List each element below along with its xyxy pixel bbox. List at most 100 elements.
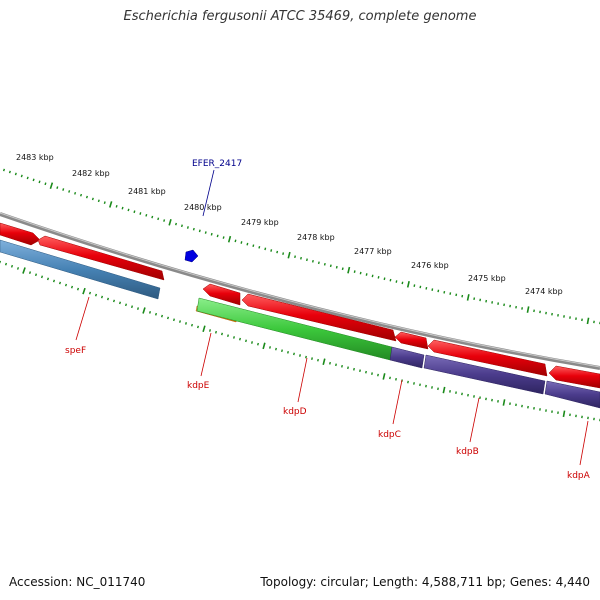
minor-tick: [2, 168, 6, 172]
cds-arrow: [0, 222, 41, 246]
minor-tick: [85, 195, 88, 199]
major-tick: [322, 358, 326, 366]
leader-speF: [75, 296, 90, 341]
major-tick: [526, 306, 530, 313]
minor-tick: [14, 172, 17, 176]
gene-label-kdpE: kdpE: [187, 381, 210, 391]
gene-label-kdpB: kdpB: [456, 447, 479, 457]
minor-tick: [216, 234, 219, 238]
minor-tick: [335, 363, 337, 367]
minor-tick: [196, 325, 200, 329]
minor-tick: [443, 290, 446, 294]
minor-tick: [341, 364, 343, 368]
minor-tick: [264, 247, 267, 251]
minor-tick: [437, 387, 439, 391]
minor-tick: [455, 293, 458, 297]
minor-tick: [70, 285, 74, 289]
minor-tick: [198, 229, 201, 233]
minor-tick: [389, 376, 391, 380]
genome-title: Escherichia fergusonii ATCC 35469, compl…: [123, 9, 477, 24]
minor-tick: [347, 366, 349, 370]
minor-tick: [62, 188, 65, 191]
minor-tick: [431, 288, 434, 291]
major-tick: [227, 235, 232, 243]
minor-tick: [305, 355, 307, 359]
minor-tick: [136, 307, 140, 310]
minor-tick: [299, 354, 301, 357]
minor-tick: [220, 332, 224, 336]
cds-arrow: [241, 293, 397, 342]
minor-tick: [293, 352, 295, 356]
minor-tick: [130, 305, 134, 309]
minor-tick: [461, 294, 464, 298]
gene-label-kdpA: kdpA: [567, 471, 591, 481]
kbp-label-2480: 2480 kbp: [184, 203, 222, 212]
minor-tick: [178, 320, 182, 323]
gene-track: [0, 239, 600, 409]
minor-tick: [8, 170, 11, 174]
minor-tick: [300, 256, 302, 260]
minor-tick: [419, 383, 421, 387]
minor-tick: [38, 180, 41, 184]
minor-tick: [10, 264, 14, 268]
minor-tick: [377, 373, 379, 377]
kbp-label-2481: 2481 kbp: [128, 187, 166, 196]
gene-label-kdpD: kdpD: [283, 407, 307, 417]
minor-tick: [359, 271, 362, 275]
leader-kdpA: [579, 420, 589, 466]
forward-cds-track: [0, 222, 600, 389]
major-tick: [202, 325, 206, 333]
minor-tick: [270, 249, 273, 252]
minor-tick: [68, 190, 71, 193]
minor-tick: [127, 208, 130, 212]
minor-tick: [58, 281, 62, 285]
minor-tick: [431, 386, 433, 389]
major-tick: [442, 386, 446, 394]
minor-tick: [287, 350, 289, 354]
minor-tick: [377, 276, 380, 279]
minor-tick: [106, 297, 110, 301]
minor-tick: [395, 377, 397, 381]
minor-tick: [311, 357, 313, 360]
minor-tick: [251, 341, 253, 344]
minor-tick: [151, 215, 154, 219]
minor-tick: [317, 261, 320, 265]
minor-tick: [437, 289, 440, 293]
minor-tick: [186, 226, 189, 229]
minor-tick: [172, 318, 176, 322]
major-tick: [287, 251, 291, 259]
major-tick: [49, 182, 54, 189]
cds-arrow: [37, 235, 165, 281]
minor-tick: [4, 262, 8, 266]
minor-tick: [214, 330, 218, 334]
minor-tick: [210, 232, 213, 236]
minor-tick: [407, 380, 409, 384]
minor-tick: [449, 292, 452, 295]
minor-tick: [103, 201, 106, 204]
minor-tick: [121, 206, 124, 210]
minor-tick: [226, 334, 230, 338]
minor-tick: [20, 174, 23, 178]
minor-tick: [154, 312, 158, 316]
minor-tick: [365, 370, 367, 374]
major-tick: [142, 307, 146, 314]
feature-label-efer-2417: EFER_2417: [192, 159, 242, 169]
outer-tick-ring: [2, 168, 600, 325]
minor-tick: [467, 393, 469, 397]
minor-tick: [371, 372, 373, 375]
minor-tick: [80, 193, 83, 197]
minor-tick: [359, 369, 361, 373]
minor-tick: [269, 346, 271, 349]
major-tick: [502, 399, 506, 406]
minor-tick: [180, 224, 183, 228]
minor-tick: [204, 231, 207, 234]
minor-tick: [383, 277, 386, 281]
minor-tick: [425, 286, 428, 290]
minor-tick: [208, 329, 212, 332]
minor-tick: [449, 390, 451, 393]
minor-tick: [118, 301, 122, 305]
gene-label-leaders: [75, 296, 589, 466]
minor-tick: [91, 197, 94, 201]
minor-tick: [232, 336, 236, 339]
